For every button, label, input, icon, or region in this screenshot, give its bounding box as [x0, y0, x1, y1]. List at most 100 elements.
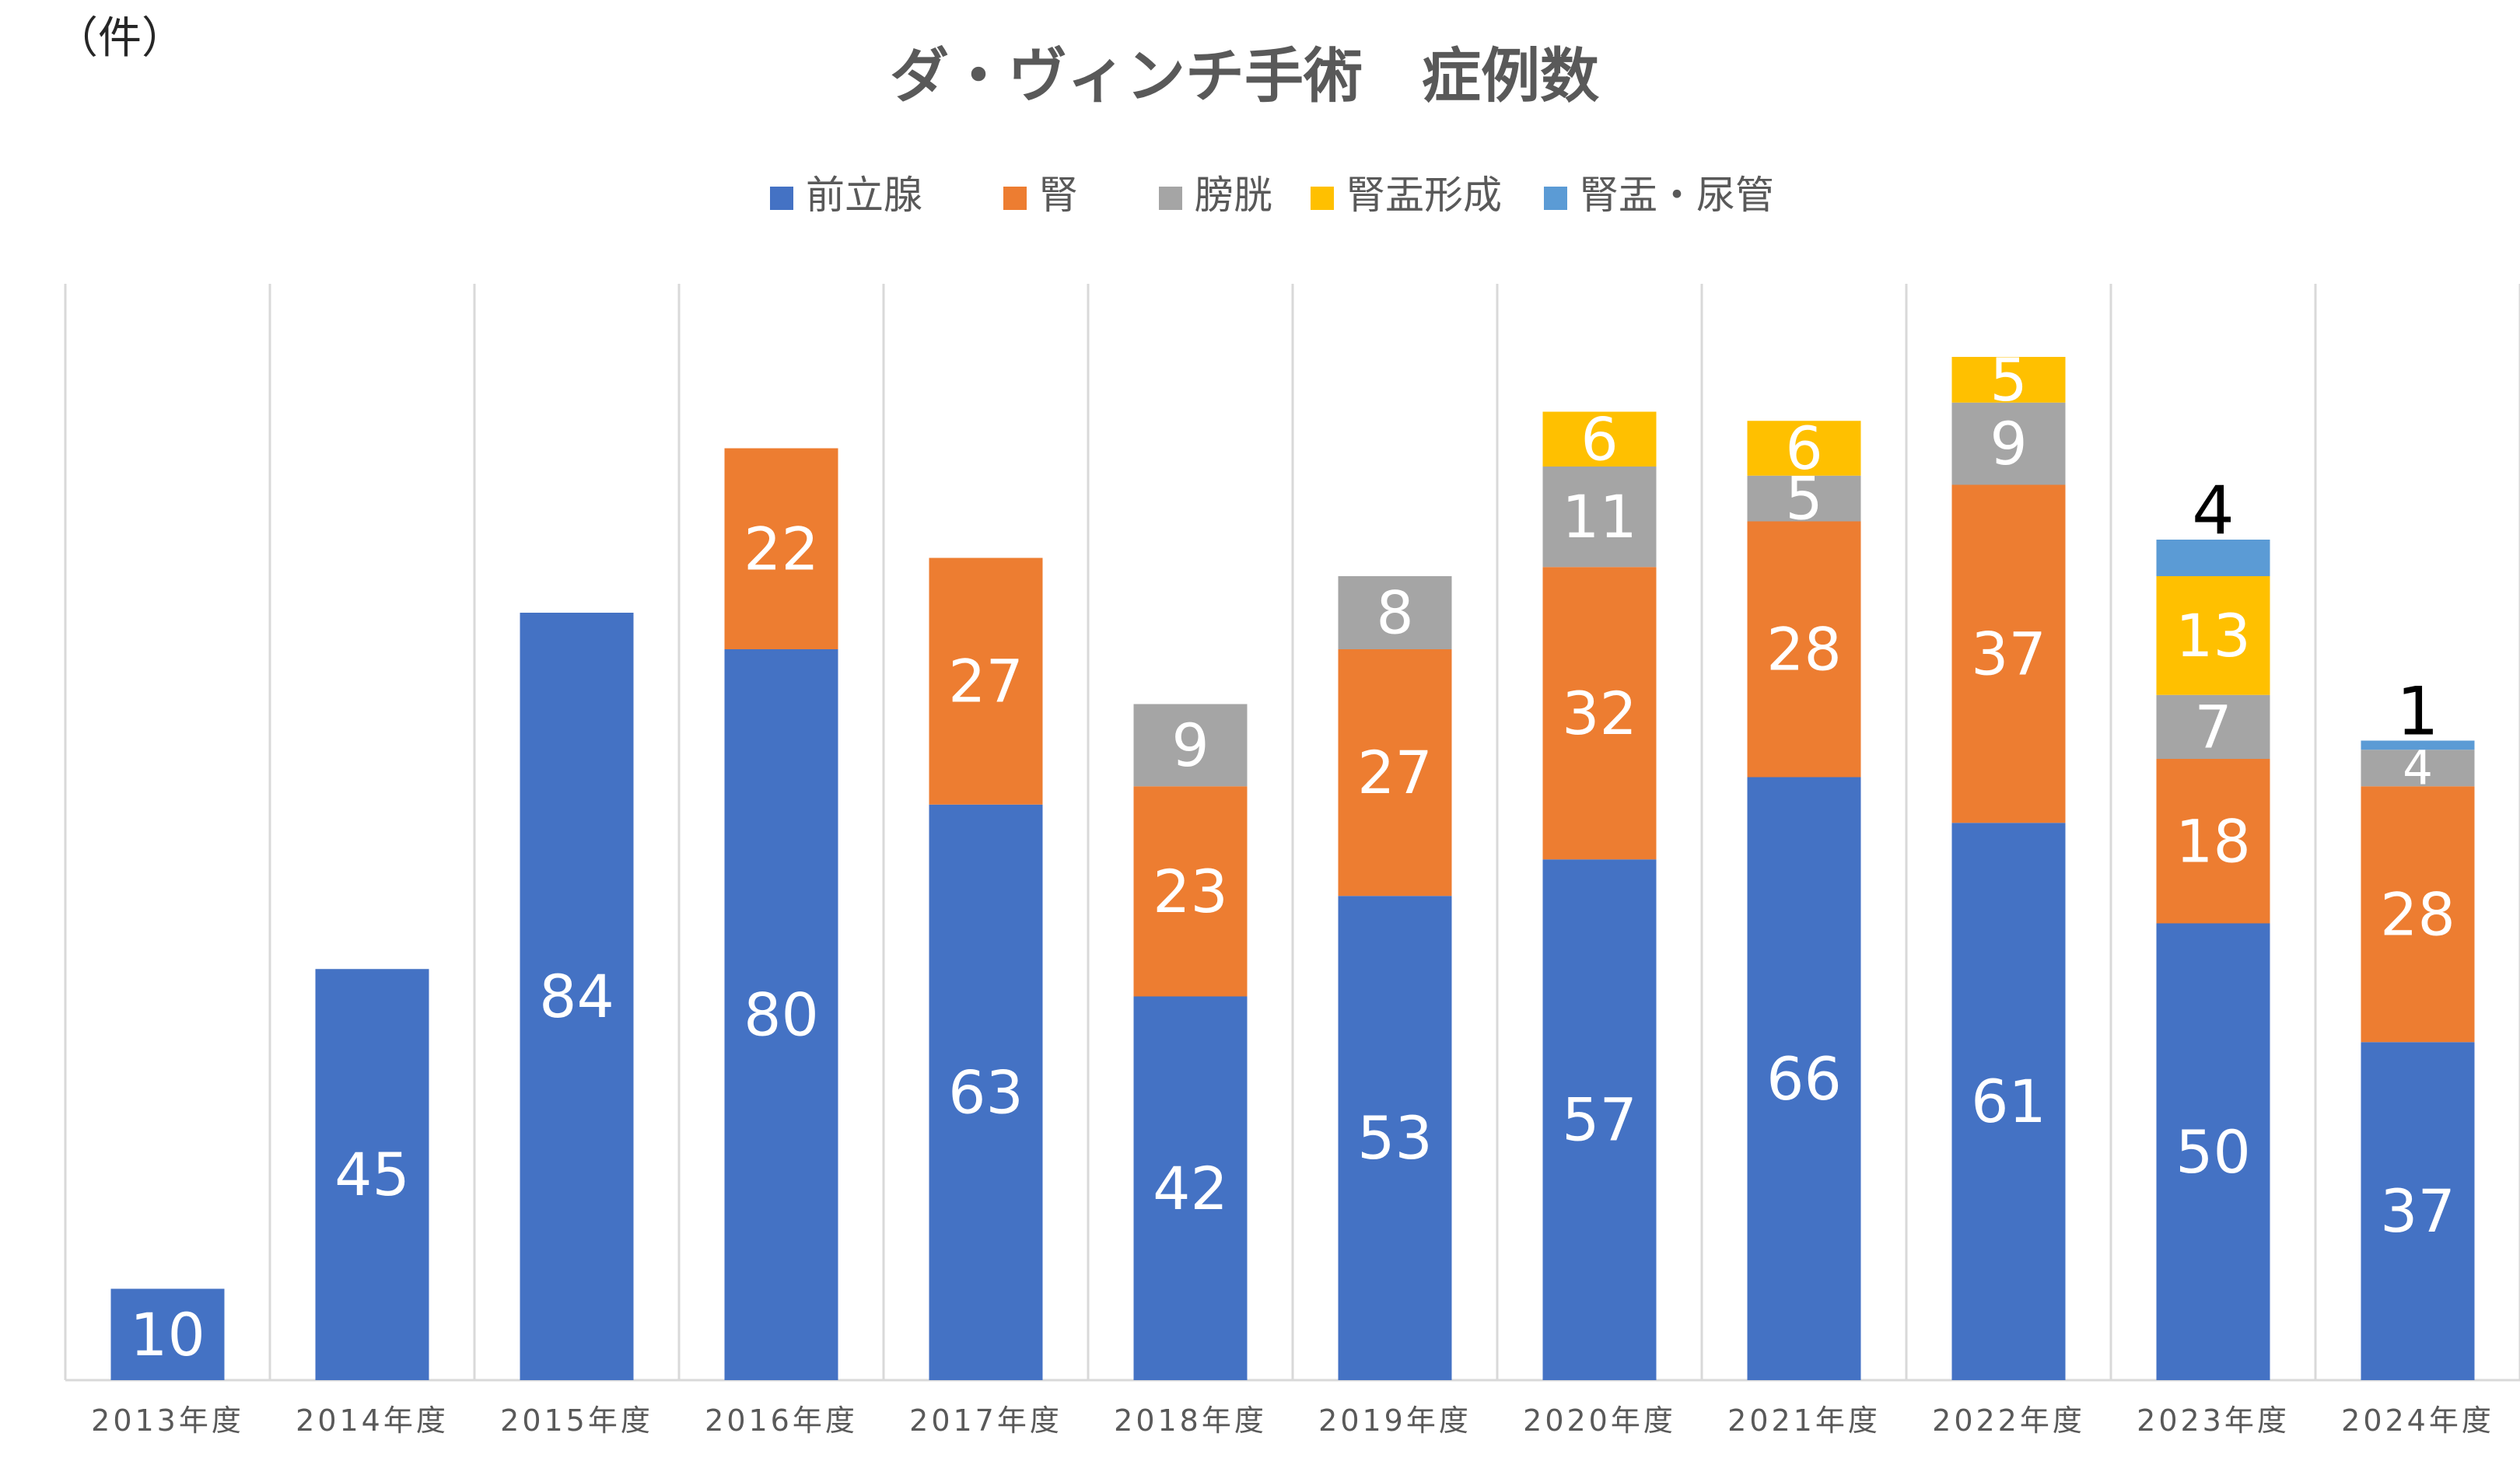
bar-stack: 80 22	[724, 448, 838, 1380]
legend-item: 腎盂・尿管	[1544, 173, 1774, 218]
legend-label: 腎盂形成	[1346, 173, 1502, 218]
legend-label: 膀胱	[1195, 173, 1272, 218]
bar-stack: 53 27 8	[1338, 576, 1452, 1380]
bar-segment	[2156, 923, 2270, 1380]
data-label: 5	[1990, 345, 2027, 414]
bar-segment	[724, 649, 838, 1380]
bar-segment	[2361, 740, 2475, 750]
data-label: 10	[130, 1300, 205, 1369]
bar-segment	[1133, 786, 1248, 997]
legend-swatch	[770, 187, 793, 210]
legend-label: 前立腺	[806, 173, 922, 218]
data-label: 61	[1971, 1067, 2046, 1136]
data-label: 9	[1171, 711, 1209, 780]
bar-segment	[2156, 576, 2270, 695]
data-label: 80	[744, 980, 819, 1050]
legend-item: 腎盂形成	[1311, 173, 1502, 218]
bar-segment	[1542, 411, 1657, 467]
data-label: 28	[2380, 879, 2455, 949]
x-tick-label: 2015年度	[500, 1403, 653, 1438]
gridlines	[64, 284, 2520, 1382]
data-label: 37	[2380, 1176, 2455, 1246]
bar-segment	[315, 969, 429, 1380]
x-tick-label: 2018年度	[1114, 1403, 1267, 1438]
bar-segment	[1747, 421, 1861, 476]
bar-segment	[929, 804, 1043, 1380]
data-label: 28	[1766, 615, 1842, 684]
data-label: 6	[1580, 404, 1618, 474]
unit-label: （件）	[54, 13, 185, 64]
data-label: 57	[1562, 1085, 1637, 1155]
bar-segment	[1747, 475, 1861, 522]
legend-item: 膀胱	[1159, 173, 1272, 218]
bar-stack: 63 27	[929, 557, 1043, 1380]
legend-label: 腎	[1039, 173, 1078, 218]
data-label: 13	[2175, 601, 2251, 670]
bar-stack: 42 23 9	[1133, 704, 1248, 1380]
legend-swatch	[1003, 187, 1027, 210]
legend-swatch	[1311, 187, 1334, 210]
bar-segment	[1133, 996, 1248, 1380]
legend-item: 前立腺	[770, 173, 922, 218]
data-label: 11	[1562, 482, 1637, 551]
bar-segment	[929, 557, 1043, 805]
bar-segment	[2156, 694, 2270, 759]
data-label: 7	[2194, 692, 2231, 761]
x-tick-label: 2021年度	[1727, 1403, 1881, 1438]
data-label: 63	[948, 1057, 1024, 1127]
bar-segment	[1951, 402, 2066, 485]
x-tick-label: 2020年度	[1523, 1403, 1676, 1438]
bar-segment	[1747, 521, 1861, 778]
legend-swatch	[1544, 187, 1567, 210]
bar-stack: 45	[315, 969, 429, 1380]
data-label: 32	[1562, 679, 1637, 748]
legend: 前立腺 腎 膀胱 腎盂形成 腎盂・尿管	[770, 173, 1774, 218]
bar-stack: 57 32 11 6	[1542, 404, 1657, 1380]
bar-segment	[1951, 357, 2066, 403]
chart-title: ダ・ヴィンチ手術 症例数	[890, 41, 1599, 110]
bar-segment	[520, 613, 634, 1380]
data-label: 53	[1357, 1103, 1433, 1173]
bar-segment	[2361, 750, 2475, 787]
data-label: 42	[1153, 1154, 1228, 1223]
bar-stack: 61 37 95	[1951, 345, 2066, 1380]
data-label: 18	[2175, 806, 2251, 876]
x-tick-label: 2019年度	[1318, 1403, 1472, 1438]
bar-segment	[1338, 896, 1452, 1380]
data-label: 45	[334, 1140, 410, 1209]
x-tick-label: 2013年度	[91, 1403, 244, 1438]
bar-segment	[1542, 567, 1657, 860]
bar-segment	[1133, 704, 1248, 787]
data-label: 9	[1990, 409, 2027, 478]
x-tick-label: 2014年度	[296, 1403, 449, 1438]
data-label: 8	[1376, 578, 1413, 648]
bar-stack: 84	[520, 613, 634, 1380]
bar-segment	[110, 1288, 225, 1380]
bar-segment	[1747, 777, 1861, 1380]
bar-segment	[2361, 786, 2475, 1043]
data-label: 23	[1153, 857, 1228, 926]
bar-segment	[2156, 540, 2270, 576]
x-tick-label: 2017年度	[909, 1403, 1062, 1438]
bar-segment	[1338, 576, 1452, 649]
bar-segment	[1951, 484, 2066, 823]
data-label: 50	[2175, 1117, 2251, 1187]
data-label: 6	[1785, 414, 1822, 483]
x-tick-label: 2016年度	[705, 1403, 858, 1438]
data-label: 27	[1357, 738, 1433, 807]
legend-swatch	[1159, 187, 1182, 210]
x-tick-label: 2022年度	[1932, 1403, 2085, 1438]
legend-item: 腎	[1003, 173, 1078, 218]
data-label: 1	[2396, 673, 2439, 751]
bar-segment	[1338, 649, 1452, 897]
bar-segment	[1951, 823, 2066, 1380]
bar-segment	[1542, 859, 1657, 1380]
bar-segment	[2156, 759, 2270, 924]
bar-stack: 50 18 7 13 4	[2156, 472, 2270, 1380]
data-label: 66	[1766, 1044, 1842, 1113]
bar-segment	[1542, 467, 1657, 568]
